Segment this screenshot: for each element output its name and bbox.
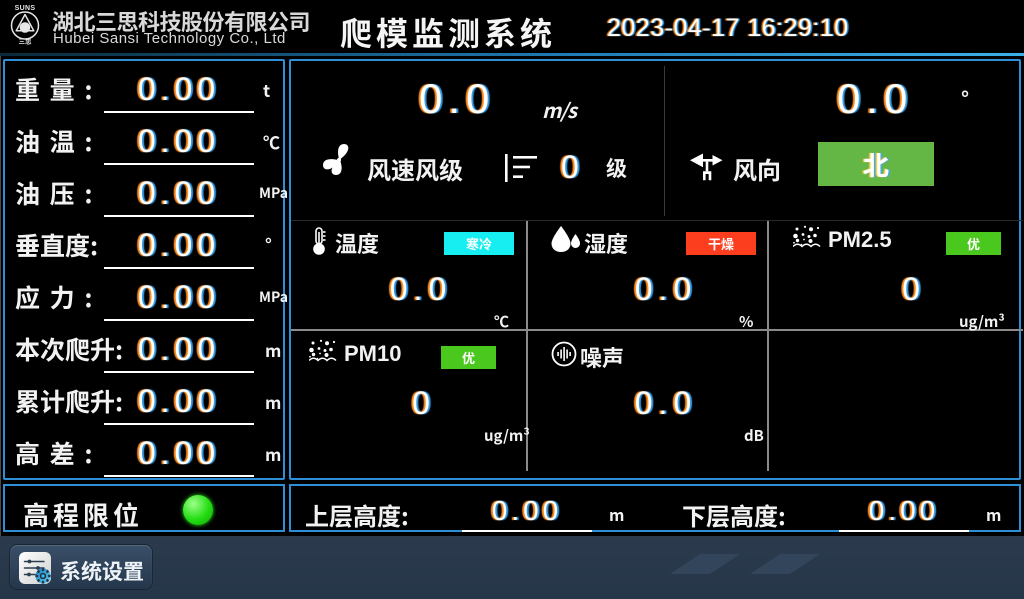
svg-text:SUNS: SUNS xyxy=(15,5,36,12)
svg-text:三思: 三思 xyxy=(19,36,33,46)
